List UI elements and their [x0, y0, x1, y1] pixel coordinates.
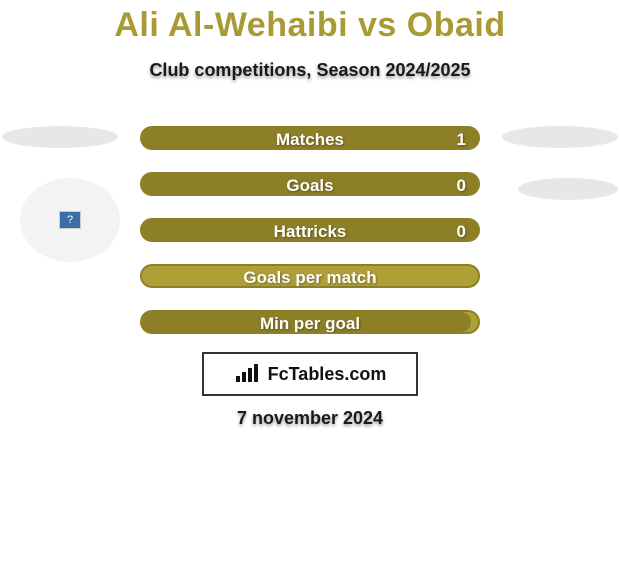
bar-goals: Goals 0	[140, 172, 480, 196]
brand-logo-box: FcTables.com	[202, 352, 418, 396]
player-avatar-circle: ?	[20, 178, 120, 262]
bar-hattricks: Hattricks 0	[140, 218, 480, 242]
bar-matches-label: Matches	[276, 128, 344, 150]
bar-matches: Matches 1	[140, 126, 480, 150]
avatar-placeholder-icon: ?	[59, 211, 81, 229]
bar-goals-label: Goals	[286, 174, 333, 196]
bar-matches-value: 1	[457, 128, 466, 150]
avatar-placeholder-symbol: ?	[67, 214, 73, 226]
bar-min-per-goal-label: Min per goal	[260, 312, 360, 334]
left-team-ellipse-1	[2, 126, 118, 148]
bar-hattricks-value: 0	[457, 220, 466, 242]
bar-goals-per-match: Goals per match	[140, 264, 480, 288]
bar-hattricks-label: Hattricks	[274, 220, 347, 242]
right-team-ellipse-1	[502, 126, 618, 148]
headline: Ali Al-Wehaibi vs Obaid	[0, 6, 620, 45]
bar-min-per-goal: Min per goal	[140, 310, 480, 334]
brand-logo-text: FcTables.com	[268, 364, 387, 385]
subtitle: Club competitions, Season 2024/2025	[0, 60, 620, 81]
bar-goals-value: 0	[457, 174, 466, 196]
page-root: Ali Al-Wehaibi vs Obaid Club competition…	[0, 0, 620, 580]
bar-goals-per-match-label: Goals per match	[243, 266, 376, 288]
date-text: 7 november 2024	[0, 408, 620, 429]
stats-bars: Matches 1 Goals 0 Hattricks 0 Goals per …	[140, 126, 480, 356]
brand-bars-icon	[234, 364, 262, 384]
right-team-ellipse-2	[518, 178, 618, 200]
